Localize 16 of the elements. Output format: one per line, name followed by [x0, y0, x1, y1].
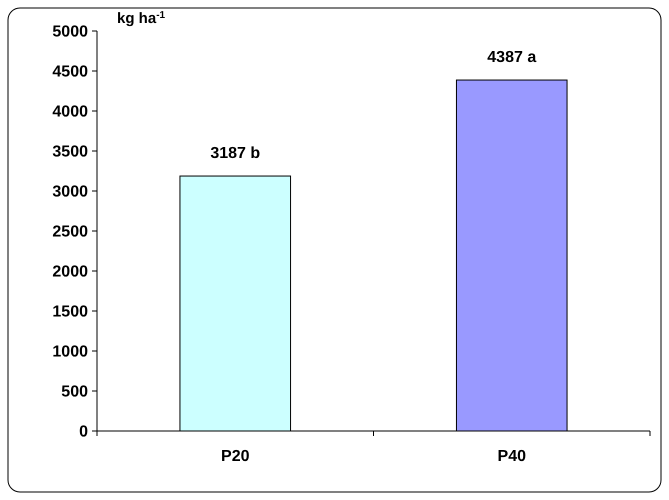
y-tick-label: 3000: [52, 184, 88, 201]
data-label: 4387 a: [487, 49, 536, 66]
y-axis-title: kg ha$^{-1}$: [117, 10, 166, 27]
y-tick-label: 4500: [52, 64, 88, 81]
x-tick-label: P20: [221, 448, 250, 465]
y-tick-label: 1500: [52, 304, 88, 321]
x-tick-label: P40: [498, 448, 526, 465]
y-tick-label: 1000: [52, 344, 88, 361]
y-tick-label: 0: [79, 424, 88, 441]
y-tick-label: 2000: [52, 264, 88, 281]
y-tick-label: 2500: [52, 224, 88, 241]
y-tick-label: 4000: [52, 104, 88, 121]
y-tick-label: 3500: [52, 144, 88, 161]
data-label: 3187 b: [210, 145, 260, 162]
y-tick-label: 500: [61, 384, 88, 401]
y-tick-label: 5000: [52, 24, 88, 41]
